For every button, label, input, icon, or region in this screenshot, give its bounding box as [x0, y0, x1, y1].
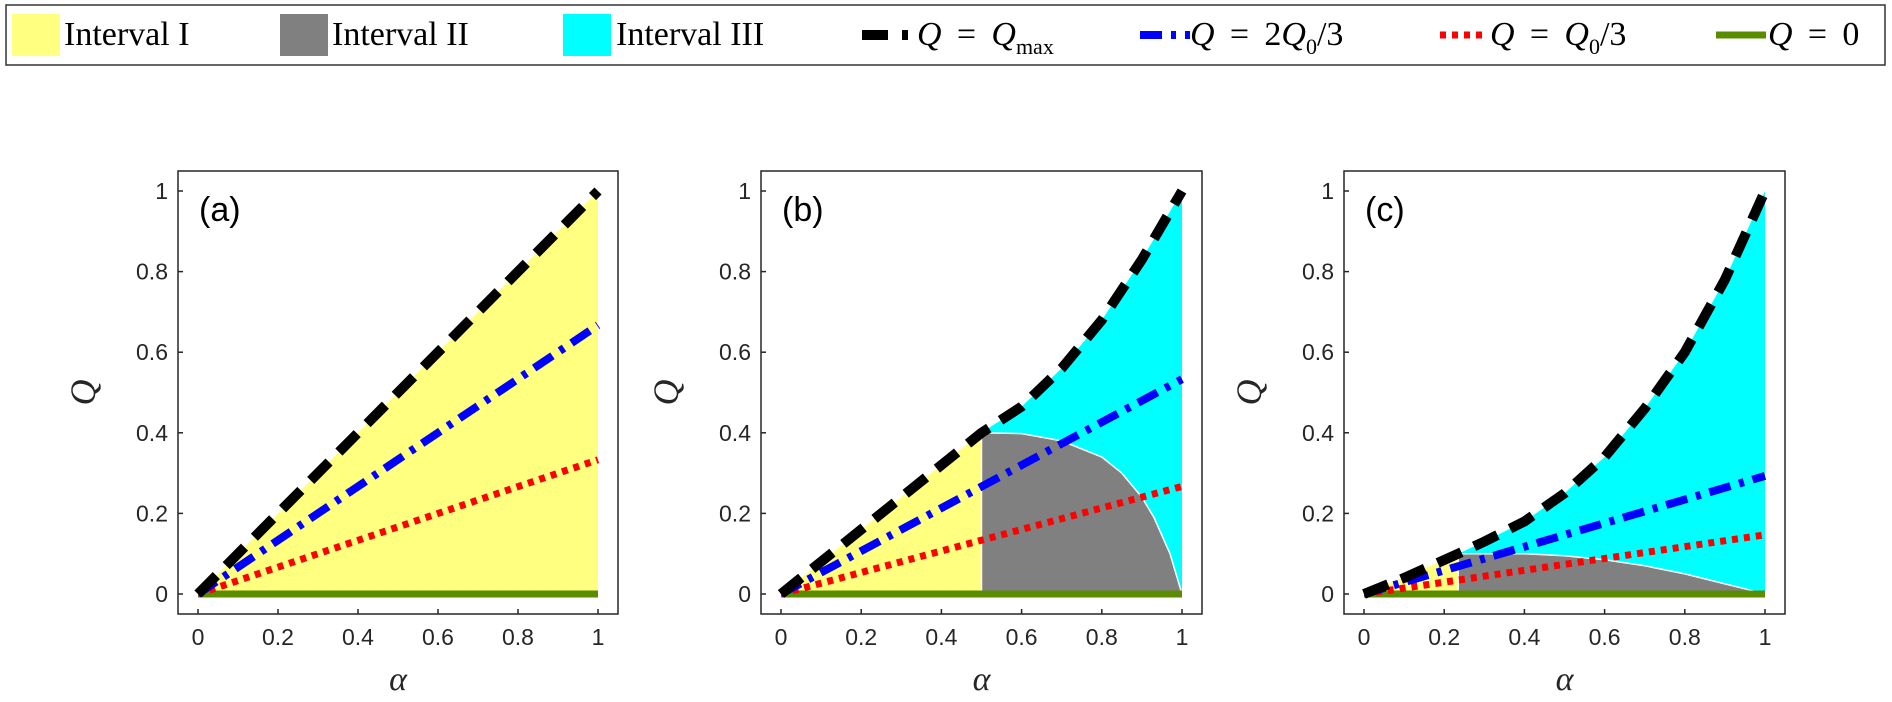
plot-area — [777, 188, 1187, 598]
y-tick-label: 0.8 — [719, 259, 751, 285]
series-dotted-line — [780, 483, 1183, 598]
region-interval-ii — [980, 432, 1184, 595]
x-tick-label: 0.2 — [845, 624, 877, 650]
region-interval-iii — [981, 191, 1182, 594]
series-dashed-line — [194, 187, 602, 598]
x-tick-label: 0.4 — [1508, 624, 1540, 650]
panel-label: (b) — [782, 191, 824, 229]
y-tick-label: 0.2 — [1302, 500, 1334, 526]
legend-label-q-0: Q = 0 — [1768, 16, 1859, 53]
x-tick-label: 1 — [592, 624, 605, 650]
y-tick-label: 1 — [1321, 178, 1334, 204]
panel-c: 0 0.2 0.4 0.6 0.8 1 0 0.2 0.4 0.6 0.8 1 (c) α Q — [1229, 170, 1786, 698]
axes-box — [177, 170, 619, 615]
panel-a: 0 0.2 0.4 0.6 0.8 1 0 0.2 0.4 0.6 0.8 1 (a) α Q — [63, 170, 619, 698]
panels: 0 0.2 0.4 0.6 0.8 1 0 0.2 0.4 0.6 0.8 1 (a) α Q 0 0.2 0.4… — [63, 170, 1786, 698]
legend-label-interval-3: Interval III — [616, 16, 764, 53]
x-tick-label: 0.8 — [1086, 624, 1118, 650]
y-tick-label: 1 — [155, 178, 168, 204]
x-tick-label: 0.2 — [262, 624, 294, 650]
panel-b: 0 0.2 0.4 0.6 0.8 1 0 0.2 0.4 0.6 0.8 1 (b) α Q — [646, 170, 1203, 698]
plot-area — [194, 187, 602, 598]
y-tick-label: 0.8 — [1302, 259, 1334, 285]
axes-box — [760, 170, 1203, 615]
y-tick-label: 0 — [155, 581, 168, 607]
series-dashdot-line — [779, 375, 1184, 598]
y-axis-label: Q — [1229, 380, 1269, 406]
x-tick-label: 0.6 — [1006, 624, 1038, 650]
y-tick-label: 0.2 — [719, 500, 751, 526]
x-tick-label: 0 — [775, 624, 788, 650]
legend-label-q-2q0-3: Q = 2Q0/3 — [1190, 16, 1343, 59]
y-tick-label: 0.6 — [136, 339, 168, 365]
x-tick-label: 0.6 — [1589, 624, 1621, 650]
legend-swatch-interval-3 — [563, 14, 611, 56]
series-dotted-line — [196, 456, 600, 598]
y-tick-label: 0.4 — [136, 420, 168, 446]
x-tick-label: 0.4 — [342, 624, 374, 650]
axes-box — [1343, 170, 1786, 615]
y-tick-label: 1 — [738, 178, 751, 204]
x-tick-label: 0.8 — [502, 624, 534, 650]
x-tick-label: 0.6 — [422, 624, 454, 650]
series-dashdot-line — [1362, 472, 1767, 598]
y-tick-label: 0.4 — [719, 420, 751, 446]
x-tick-label: 1 — [1759, 624, 1772, 650]
legend-label-q-q0-3: Q = Q0/3 — [1490, 16, 1626, 59]
x-axis-label: α — [389, 661, 408, 698]
x-tick-label: 0 — [192, 624, 205, 650]
legend-label-q-max: Q = Qmax — [917, 16, 1054, 59]
y-axis-label: Q — [63, 380, 103, 406]
y-tick-label: 0.4 — [1302, 420, 1334, 446]
y-tick-label: 0.6 — [719, 339, 751, 365]
region-interval-iii — [1458, 191, 1765, 594]
legend-label-interval-2: Interval II — [332, 16, 469, 53]
y-tick-label: 0.8 — [136, 259, 168, 285]
legend-swatch-interval-2 — [280, 14, 328, 56]
y-axis-label: Q — [646, 380, 686, 406]
panel-label: (c) — [1365, 191, 1405, 229]
series-dashed-line — [777, 188, 1187, 598]
plot-area — [1362, 188, 1770, 599]
x-tick-label: 0.2 — [1428, 624, 1460, 650]
x-axis-label: α — [1556, 661, 1575, 698]
x-tick-label: 0 — [1358, 624, 1371, 650]
x-tick-label: 1 — [1176, 624, 1189, 650]
x-axis-label: α — [973, 661, 992, 698]
series-dotted-line — [1363, 531, 1766, 598]
legend: Interval I Interval II Interval III Q = … — [5, 4, 1886, 66]
legend-label-interval-1: Interval I — [64, 16, 190, 53]
series-dashed-line — [1362, 188, 1770, 599]
series-dashdot-line — [195, 321, 601, 598]
x-tick-label: 0.8 — [1669, 624, 1701, 650]
y-tick-label: 0 — [738, 581, 751, 607]
y-tick-label: 0.6 — [1302, 339, 1334, 365]
y-tick-label: 0 — [1321, 581, 1334, 607]
legend-swatch-interval-1 — [12, 14, 60, 56]
y-tick-label: 0.2 — [136, 500, 168, 526]
panel-label: (a) — [199, 191, 241, 229]
x-tick-label: 0.4 — [925, 624, 957, 650]
